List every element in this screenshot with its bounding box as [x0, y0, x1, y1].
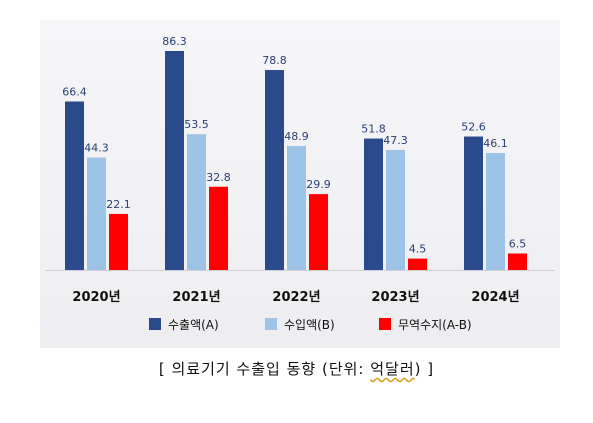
legend-swatch-2: [379, 318, 391, 330]
bar-4-0: [464, 136, 483, 270]
bar-2-0: [265, 70, 284, 271]
bar-3-2: [408, 258, 427, 270]
category-label-1: 2021년: [172, 290, 220, 305]
category-label-0: 2020년: [72, 290, 120, 305]
bar-3-0: [364, 138, 383, 270]
value-labels-group: 66.4 44.3 22.1 86.3 53.5 32.8 78.8 48.9 29.9 51.8…: [62, 35, 526, 256]
value-label-3-2: 4.5: [409, 243, 427, 256]
category-label-4: 2024년: [471, 290, 519, 305]
category-labels-group: 2020년 2021년 2022년 2023년 2024년: [72, 290, 519, 305]
value-label-4-0: 52.6: [461, 121, 486, 134]
value-label-3-1: 47.3: [383, 134, 408, 147]
bar-4-2: [508, 253, 527, 270]
value-label-3-0: 51.8: [361, 123, 386, 136]
caption-main: 의료기기 수출입 동향 (단위:: [171, 360, 371, 378]
legend: 수출액(A) 수입액(B) 무역수지(A-B): [149, 318, 472, 332]
value-label-0-1: 44.3: [84, 142, 109, 155]
bar-0-2: [109, 213, 128, 270]
bar-1-1: [187, 134, 206, 270]
caption-unit: 억달러: [370, 360, 415, 378]
value-label-1-2: 32.8: [206, 171, 231, 184]
caption-close: ) ]: [414, 360, 435, 378]
legend-swatch-1: [265, 318, 277, 330]
chart-caption: [ 의료기기 수출입 동향 (단위: 억달러) ]: [0, 358, 593, 379]
value-label-1-1: 53.5: [184, 118, 209, 131]
category-label-3: 2023년: [371, 290, 419, 305]
legend-label-1: 수입액(B): [284, 318, 335, 332]
value-label-1-0: 86.3: [162, 35, 187, 48]
bar-2-1: [287, 145, 306, 270]
value-label-4-2: 6.5: [509, 238, 527, 251]
bar-0-1: [87, 157, 106, 270]
bar-1-2: [209, 186, 228, 270]
value-label-0-0: 66.4: [62, 85, 87, 98]
value-label-0-2: 22.1: [106, 198, 131, 211]
value-label-4-1: 46.1: [483, 137, 508, 150]
legend-label-0: 수출액(A): [168, 318, 219, 332]
bar-2-2: [309, 194, 328, 270]
value-label-2-0: 78.8: [262, 54, 287, 67]
bar-1-0: [165, 51, 184, 270]
bars-group: [65, 51, 527, 271]
bar-3-1: [386, 149, 405, 270]
value-label-2-2: 29.9: [306, 178, 331, 191]
bar-4-1: [486, 153, 505, 270]
category-label-2: 2022년: [272, 290, 320, 305]
legend-swatch-0: [149, 318, 161, 330]
caption-open: [: [158, 360, 172, 378]
bar-chart: 66.4 44.3 22.1 86.3 53.5 32.8 78.8 48.9 29.9 51.8…: [45, 35, 555, 332]
bar-0-0: [65, 101, 84, 270]
value-label-2-1: 48.9: [284, 130, 309, 143]
legend-label-2: 무역수지(A-B): [398, 318, 472, 332]
